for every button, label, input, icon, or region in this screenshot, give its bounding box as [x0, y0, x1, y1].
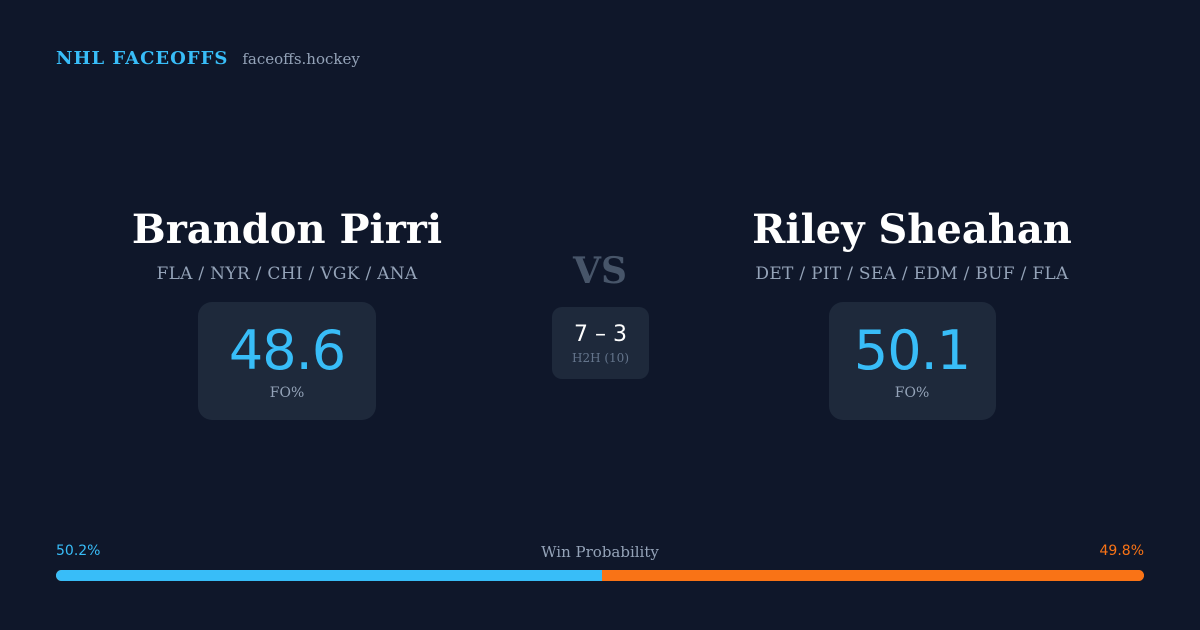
- win-probability-title: Win Probability: [541, 543, 659, 561]
- player-right: Riley Sheahan DET / PIT / SEA / EDM / BU…: [692, 204, 1132, 420]
- player-right-teams: DET / PIT / SEA / EDM / BUF / FLA: [755, 264, 1069, 284]
- h2h-score: 7 – 3: [574, 322, 627, 347]
- win-probability-bar-left: [56, 570, 603, 581]
- win-probability-right: 49.8%: [1099, 543, 1144, 559]
- brand-title: NHL FACEOFFS: [56, 48, 229, 69]
- win-probability-bar: [56, 570, 1144, 581]
- player-left: Brandon Pirri FLA / NYR / CHI / VGK / AN…: [67, 204, 507, 420]
- player-right-name: Riley Sheahan: [752, 206, 1072, 253]
- versus-label: VS: [573, 250, 627, 292]
- player-left-stat-card: 48.6 FO%: [198, 302, 376, 420]
- brand-domain: faceoffs.hockey: [242, 50, 360, 68]
- win-probability-bar-right: [602, 570, 1144, 581]
- player-right-stat-card: 50.1 FO%: [828, 302, 996, 420]
- win-probability-left: 50.2%: [56, 543, 101, 559]
- player-left-teams: FLA / NYR / CHI / VGK / ANA: [156, 264, 418, 284]
- player-left-name: Brandon Pirri: [131, 206, 443, 253]
- win-probability-labels: 50.2% Win Probability 49.8%: [56, 543, 1144, 563]
- player-right-fo-label: FO%: [894, 385, 930, 401]
- h2h-card: 7 – 3 H2H (10): [552, 307, 649, 379]
- player-left-fo-value: 48.6: [228, 319, 346, 382]
- player-right-fo-value: 50.1: [853, 319, 971, 382]
- brand-header: NHL FACEOFFS faceoffs.hockey: [56, 48, 360, 69]
- h2h-label: H2H (10): [571, 351, 629, 365]
- player-left-fo-label: FO%: [269, 385, 305, 401]
